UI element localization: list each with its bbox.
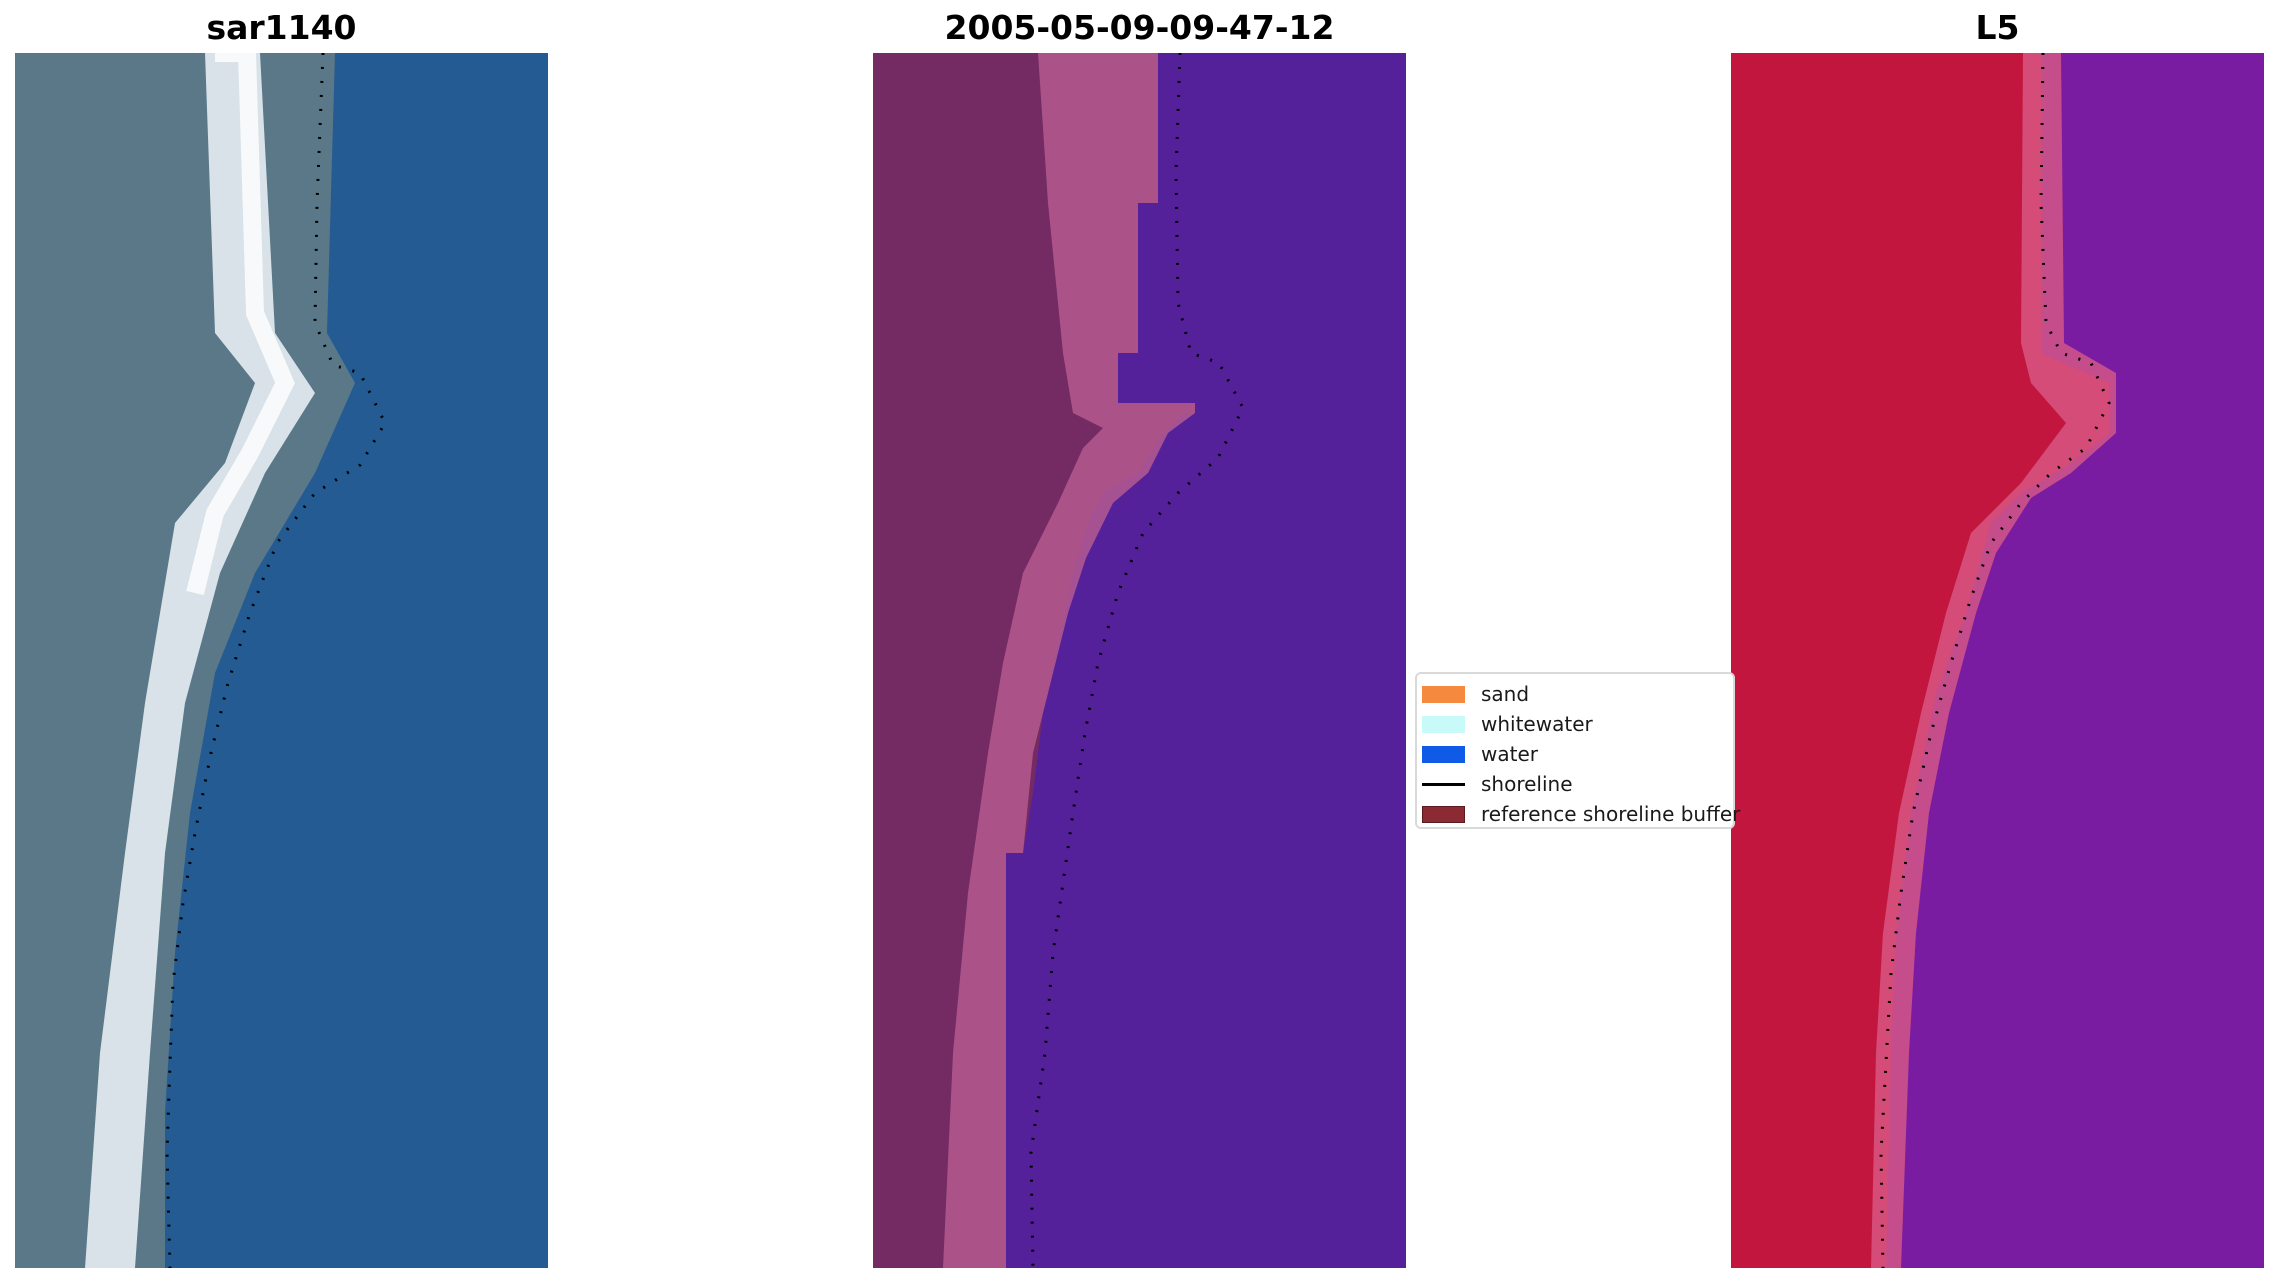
index-panel: [1731, 53, 2264, 1268]
index-land: [1731, 53, 2109, 1268]
legend-label-buffer: reference shoreline buffer: [1481, 802, 1741, 826]
legend-label-water: water: [1481, 742, 1538, 766]
legend-label-sand: sand: [1481, 682, 1530, 706]
legend: sand whitewater water shoreline referenc…: [1415, 672, 1740, 829]
legend-label-shoreline: shoreline: [1481, 772, 1573, 796]
legend-item-buffer: reference shoreline buffer: [1422, 799, 1740, 829]
legend-swatch-water: [1422, 745, 1465, 763]
legend-swatch-buffer: [1422, 805, 1465, 823]
shoreline-rgb: [165, 53, 387, 1268]
buffer-band: [943, 53, 1195, 1268]
legend-label-whitewater: whitewater: [1481, 712, 1593, 736]
panel-title-classification: 2005-05-09-09-47-12: [944, 8, 1335, 47]
legend-item-water: water: [1422, 739, 1538, 769]
legend-item-whitewater: whitewater: [1422, 709, 1593, 739]
rgb-surf-band: [85, 53, 315, 1268]
legend-swatch-sand: [1422, 685, 1465, 703]
index-buffer: [1871, 53, 2116, 1268]
legend-swatch-whitewater: [1422, 715, 1465, 733]
legend-item-sand: sand: [1422, 679, 1529, 709]
legend-item-shoreline: shoreline: [1422, 769, 1573, 799]
panel-title-rgb: sar1140: [206, 8, 357, 47]
legend-line-shoreline: [1422, 782, 1465, 786]
classification-panel: [873, 53, 1406, 1268]
panel-title-index: L5: [1975, 8, 2020, 47]
rgb-image-panel: [15, 53, 548, 1268]
